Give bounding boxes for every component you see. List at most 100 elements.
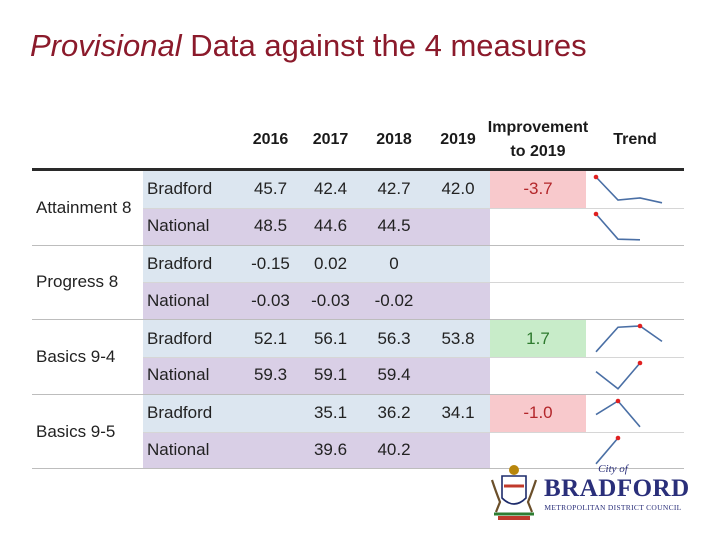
value-2019 — [426, 207, 490, 245]
title-rest: Data against the 4 measures — [181, 28, 587, 63]
value-2017: 35.1 — [299, 394, 362, 432]
table-body: Attainment 8 Bradford 45.7 42.4 42.7 42.0 -3.7… — [32, 171, 684, 470]
coat-of-arms-icon — [490, 465, 538, 520]
measures-table: 2016 2017 2018 2019 Improvement to 2019 … — [32, 112, 684, 470]
improvement-cell — [490, 282, 586, 319]
value-2017: 0.02 — [299, 245, 362, 283]
value-2018: -0.02 — [362, 282, 426, 320]
value-2016: 52.1 — [242, 320, 299, 357]
trend-cell — [586, 171, 684, 208]
table-row: National 39.6 40.2 — [32, 431, 684, 469]
trend-sparkline — [595, 360, 643, 390]
value-2018: 42.7 — [362, 171, 426, 208]
title-emphasis: Provisional — [30, 28, 182, 63]
value-2017: -0.03 — [299, 282, 362, 320]
measure-group: Progress 8 Bradford -0.15 0.02 0 National -0.0… — [32, 245, 684, 321]
area-cell: National — [143, 431, 242, 469]
trend-line — [595, 437, 619, 464]
row-divider — [143, 207, 684, 209]
improvement-cell — [490, 208, 586, 245]
improvement-cell — [490, 357, 586, 394]
row-divider — [143, 431, 684, 433]
trend-sparkline — [593, 174, 663, 204]
table-row: National -0.03 -0.03 -0.02 — [32, 282, 684, 320]
value-2018: 40.2 — [362, 431, 426, 469]
trend-peak-marker — [615, 398, 621, 404]
logo-city-of: City of — [598, 463, 628, 475]
logo-subtitle: METROPOLITAN DISTRICT COUNCIL — [544, 503, 682, 512]
value-2017: 42.4 — [299, 171, 362, 208]
value-2017: 59.1 — [299, 356, 362, 394]
value-2016: 45.7 — [242, 171, 299, 208]
improvement-cell: -1.0 — [490, 394, 586, 432]
area-cell: National — [143, 282, 242, 320]
trend-cell — [586, 395, 684, 432]
header-2016: 2016 — [252, 131, 289, 148]
value-2016 — [242, 394, 299, 432]
trend-peak-marker — [593, 174, 599, 180]
measure-label: Attainment 8 — [36, 197, 132, 217]
measure-label: Basics 9-4 — [36, 346, 116, 366]
area-cell: Bradford — [143, 320, 242, 357]
trend-peak-marker — [637, 360, 643, 366]
header-2019: 2019 — [440, 131, 476, 148]
trend-cell — [586, 282, 684, 319]
area-cell: Bradford — [143, 394, 242, 432]
measure-group: Basics 9-5 Bradford 35.1 36.2 34.1 -1.0 Nation… — [32, 394, 684, 470]
logo-name: BRADFORD — [544, 475, 690, 502]
row-divider — [143, 356, 684, 358]
header-improvement: Improvement to 2019 — [488, 112, 588, 168]
improvement-cell: -3.7 — [490, 171, 586, 208]
value-2017: 56.1 — [299, 320, 362, 357]
header-trend: Trend — [613, 131, 657, 148]
table-row: Bradford 52.1 56.1 56.3 53.8 1.7 — [32, 320, 684, 357]
trend-sparkline — [595, 398, 641, 428]
area-cell: National — [143, 356, 242, 394]
table-row: Bradford 35.1 36.2 34.1 -1.0 — [32, 394, 684, 432]
trend-peak-marker — [593, 211, 599, 217]
table-header: 2016 2017 2018 2019 Improvement to 2019 … — [32, 112, 684, 171]
header-2018: 2018 — [376, 131, 412, 148]
table-row: Bradford 45.7 42.4 42.7 42.0 -3.7 — [32, 171, 684, 208]
trend-cell — [586, 246, 684, 283]
trend-line — [595, 399, 641, 428]
header-improvement-line2: to 2019 — [510, 143, 566, 160]
value-2018: 0 — [362, 245, 426, 283]
row-divider — [143, 282, 684, 284]
trend-sparkline — [593, 211, 641, 241]
value-2019: 53.8 — [426, 320, 490, 357]
table-row: National 59.3 59.1 59.4 — [32, 356, 684, 394]
table-row: Bradford -0.15 0.02 0 — [32, 245, 684, 283]
value-2019 — [426, 245, 490, 283]
value-2016: -0.03 — [242, 282, 299, 320]
trend-line — [595, 213, 641, 241]
value-2016 — [242, 431, 299, 469]
value-2019 — [426, 282, 490, 320]
page-title: Provisional Data against the 4 measures — [30, 24, 670, 67]
trend-cell — [586, 432, 684, 469]
value-2018: 59.4 — [362, 356, 426, 394]
measure-label: Progress 8 — [36, 272, 119, 292]
value-2016: -0.15 — [242, 245, 299, 283]
header-2017: 2017 — [312, 131, 349, 148]
trend-line — [595, 176, 663, 204]
value-2016: 59.3 — [242, 356, 299, 394]
trend-line — [595, 325, 663, 353]
trend-sparkline — [595, 435, 621, 464]
measure-label: Basics 9-5 — [36, 421, 116, 441]
value-2017: 44.6 — [299, 207, 362, 245]
trend-cell — [586, 320, 684, 357]
value-2016: 48.5 — [242, 207, 299, 245]
logo-text: City of BRADFORD METROPOLITAN DISTRICT C… — [544, 462, 690, 514]
bradford-council-logo: City of BRADFORD METROPOLITAN DISTRICT C… — [486, 462, 690, 522]
table-row: National 48.5 44.6 44.5 — [32, 207, 684, 245]
value-2019: 42.0 — [426, 171, 490, 208]
trend-sparkline — [595, 323, 663, 353]
improvement-cell: 1.7 — [490, 320, 586, 357]
value-2018: 44.5 — [362, 207, 426, 245]
trend-line — [595, 362, 641, 390]
area-cell: Bradford — [143, 245, 242, 283]
measure-group: Basics 9-4 Bradford 52.1 56.1 56.3 53.8 1.7 Nat… — [32, 320, 684, 395]
trend-cell — [586, 357, 684, 394]
area-cell: Bradford — [143, 171, 242, 208]
